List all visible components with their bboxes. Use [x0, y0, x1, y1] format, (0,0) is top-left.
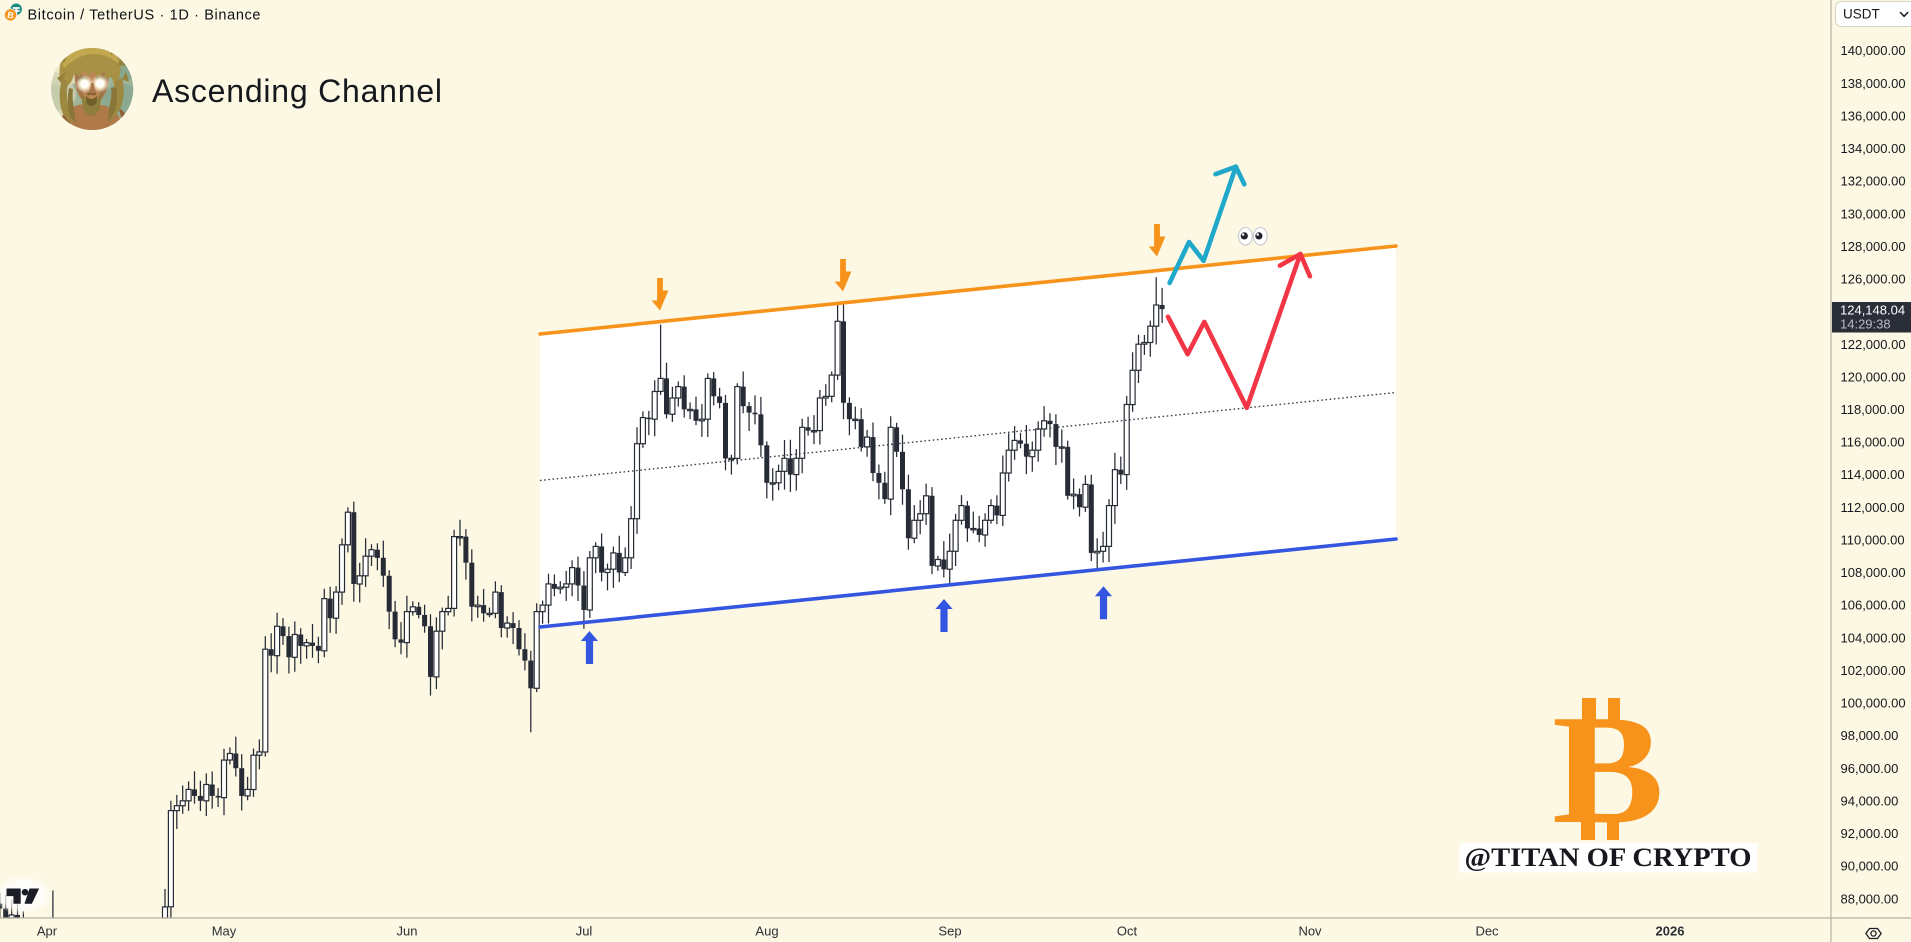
svg-text:88,000.00: 88,000.00 — [1841, 891, 1899, 906]
svg-text:Bitcoin / TetherUS · 1D · Bina: Bitcoin / TetherUS · 1D · Binance — [28, 8, 261, 24]
svg-text:112,000.00: 112,000.00 — [1841, 500, 1905, 515]
svg-text:110,000.00: 110,000.00 — [1841, 533, 1905, 548]
svg-text:128,000.00: 128,000.00 — [1841, 239, 1906, 254]
svg-text:2026: 2026 — [1656, 924, 1685, 939]
svg-text:116,000.00: 116,000.00 — [1841, 435, 1905, 450]
svg-text:Oct: Oct — [1117, 924, 1138, 939]
svg-text:94,000.00: 94,000.00 — [1841, 793, 1899, 808]
svg-text:Jun: Jun — [397, 924, 418, 939]
svg-text:Nov: Nov — [1298, 924, 1322, 939]
svg-text:100,000.00: 100,000.00 — [1841, 696, 1906, 711]
svg-text:@TITAN OF CRYPTO: @TITAN OF CRYPTO — [1465, 843, 1752, 872]
svg-text:96,000.00: 96,000.00 — [1841, 761, 1899, 776]
svg-text:120,000.00: 120,000.00 — [1841, 369, 1906, 384]
svg-text:118,000.00: 118,000.00 — [1841, 402, 1905, 417]
svg-text:Ascending Channel: Ascending Channel — [152, 73, 442, 109]
svg-text:130,000.00: 130,000.00 — [1841, 206, 1906, 221]
svg-text:B: B — [6, 10, 15, 21]
svg-text:Apr: Apr — [37, 924, 58, 939]
svg-text:132,000.00: 132,000.00 — [1841, 174, 1906, 189]
svg-text:Aug: Aug — [755, 924, 778, 939]
svg-text:138,000.00: 138,000.00 — [1841, 76, 1906, 91]
svg-text:14:29:38: 14:29:38 — [1840, 317, 1891, 332]
svg-text:104,000.00: 104,000.00 — [1841, 630, 1906, 645]
svg-text:Dec: Dec — [1475, 924, 1499, 939]
svg-text:90,000.00: 90,000.00 — [1841, 859, 1899, 874]
svg-text:98,000.00: 98,000.00 — [1841, 728, 1899, 743]
svg-text:124,148.04: 124,148.04 — [1840, 303, 1905, 318]
svg-text:122,000.00: 122,000.00 — [1841, 337, 1906, 352]
svg-text:92,000.00: 92,000.00 — [1841, 826, 1899, 841]
svg-text:102,000.00: 102,000.00 — [1841, 663, 1906, 678]
svg-text:134,000.00: 134,000.00 — [1841, 141, 1906, 156]
svg-text:126,000.00: 126,000.00 — [1841, 272, 1906, 287]
svg-text:136,000.00: 136,000.00 — [1841, 108, 1906, 123]
svg-text:Jul: Jul — [576, 924, 593, 939]
svg-text:Sep: Sep — [938, 924, 961, 939]
svg-text:108,000.00: 108,000.00 — [1841, 565, 1906, 580]
svg-text:106,000.00: 106,000.00 — [1841, 598, 1906, 613]
svg-text:140,000.00: 140,000.00 — [1841, 43, 1906, 58]
svg-text:USDT: USDT — [1843, 7, 1880, 22]
svg-text:114,000.00: 114,000.00 — [1841, 467, 1905, 482]
svg-text:May: May — [212, 924, 237, 939]
